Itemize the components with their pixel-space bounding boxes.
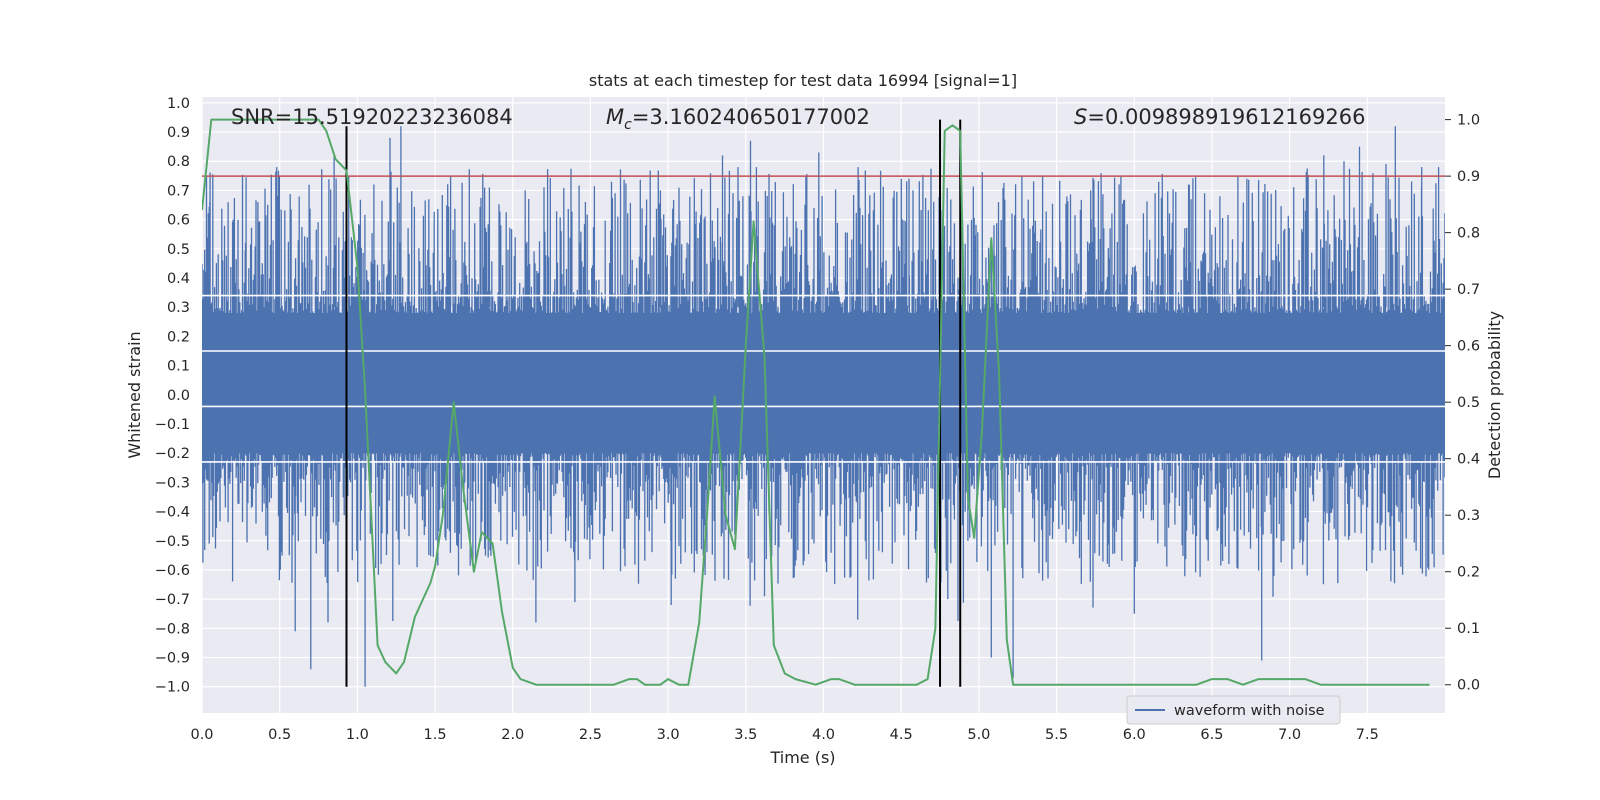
snr-annotation: SNR=15.51920223236084: [231, 105, 513, 129]
left-y-tick-label: −0.2: [155, 446, 190, 462]
right-y-tick-label: 0.9: [1457, 169, 1480, 185]
score-value: =0.009898919612169266: [1087, 105, 1365, 129]
chirp-mass-symbol: M: [606, 105, 624, 129]
x-tick-label: 2.0: [501, 727, 524, 743]
left-y-tick-label: 0.0: [167, 388, 190, 404]
x-tick-label: 7.0: [1278, 727, 1301, 743]
chirp-mass-annotation: Mc=3.160240650177002: [606, 105, 870, 133]
legend-label: waveform with noise: [1174, 703, 1325, 719]
left-y-tick-label: −0.4: [155, 505, 190, 521]
right-y-tick-label: 0.6: [1457, 339, 1480, 355]
left-y-tick-label: 0.5: [167, 242, 190, 258]
right-y-tick-label: 0.1: [1457, 621, 1480, 637]
x-axis-label: Time (s): [769, 748, 835, 767]
left-y-tick-label: −0.8: [155, 621, 190, 637]
left-y-tick-label: −0.1: [155, 417, 190, 433]
left-y-axis-label: Whitened strain: [125, 331, 144, 458]
right-y-tick-label: 0.8: [1457, 226, 1480, 242]
x-tick-label: 5.5: [1045, 727, 1068, 743]
right-y-axis-label: Detection probability: [1485, 311, 1504, 479]
right-y-axis-ticks: 1.0 0.9 0.8 0.7 0.6 0.5 0.4 0.3 0.2 0.1 0.0: [1445, 113, 1480, 694]
x-tick-label: 0.0: [190, 727, 213, 743]
left-y-tick-label: −0.5: [155, 534, 190, 550]
right-y-tick-label: 0.2: [1457, 565, 1480, 581]
x-tick-label: 2.5: [579, 727, 602, 743]
left-y-tick-label: 0.6: [167, 213, 190, 229]
left-y-tick-label: 0.3: [167, 300, 190, 316]
strain-series: [202, 126, 1445, 687]
x-tick-label: 0.5: [268, 727, 291, 743]
legend-box: [1126, 695, 1341, 725]
right-y-tick-label: 1.0: [1457, 113, 1480, 129]
right-y-tick-label: 0.4: [1457, 452, 1480, 468]
x-tick-label: 6.0: [1123, 727, 1146, 743]
left-y-tick-label: −0.6: [155, 563, 190, 579]
white-reference-lines: [202, 294, 1445, 463]
left-y-tick-label: −0.3: [155, 475, 190, 491]
x-tick-label: 1.0: [346, 727, 369, 743]
right-y-tick-label: 0.5: [1457, 395, 1480, 411]
chart-title: stats at each timestep for test data 169…: [589, 71, 1017, 90]
x-tick-label: 7.5: [1356, 727, 1379, 743]
x-tick-label: 3.0: [657, 727, 680, 743]
x-tick-label: 3.5: [734, 727, 757, 743]
right-y-tick-label: 0.7: [1457, 282, 1480, 298]
x-tick-label: 6.5: [1200, 727, 1223, 743]
left-y-tick-label: 0.8: [167, 154, 190, 170]
score-annotation: S=0.009898919612169266: [1074, 105, 1365, 129]
left-y-tick-label: −1.0: [155, 680, 190, 696]
left-y-tick-label: 0.2: [167, 329, 190, 345]
left-y-tick-label: 0.9: [167, 125, 190, 141]
left-y-tick-label: 0.7: [167, 183, 190, 199]
chirp-mass-subscript: c: [624, 117, 632, 133]
left-y-tick-label: 0.4: [167, 271, 190, 287]
x-tick-label: 1.5: [424, 727, 447, 743]
right-y-tick-label: 0.3: [1457, 508, 1480, 524]
left-y-tick-label: 0.1: [167, 359, 190, 375]
probability-series: [202, 118, 1430, 686]
right-y-tick-label: 0.0: [1457, 678, 1480, 694]
x-tick-label: 5.0: [967, 727, 990, 743]
x-axis-ticks: 0.0 0.5 1.0 1.5 2.0 2.5 3.0 3.5 4.0 4.5 5.0 5.5 6.0 6…: [190, 727, 1378, 743]
x-tick-label: 4.0: [812, 727, 835, 743]
legend: waveform with noise: [1126, 695, 1341, 725]
chirp-mass-value: =3.160240650177002: [632, 105, 870, 129]
left-y-tick-label: −0.7: [155, 592, 190, 608]
score-symbol: S: [1074, 105, 1087, 129]
left-y-tick-label: 1.0: [167, 96, 190, 112]
x-tick-label: 4.5: [890, 727, 913, 743]
probability-line: [202, 118, 1430, 686]
left-y-tick-label: −0.9: [155, 651, 190, 667]
left-y-axis-ticks: 1.0 0.9 0.8 0.7 0.6 0.5 0.4 0.3 0.2 0.1 0.0 −0.1 −0.…: [155, 96, 190, 696]
